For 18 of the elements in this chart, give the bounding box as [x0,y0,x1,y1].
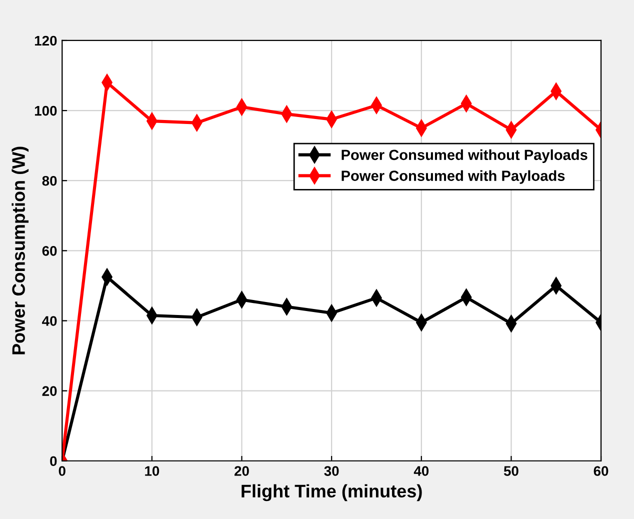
x-tick-label: 50 [504,466,518,476]
y-tick-label: 20 [42,386,57,396]
x-tick-label: 60 [594,466,608,476]
x-tick-label: 30 [324,466,339,476]
x-tick-label: 10 [145,466,160,476]
y-axis-title: Power Consumption (W) [12,146,29,354]
y-tick-label: 100 [34,106,57,116]
y-tick-label: 80 [42,176,57,186]
y-tick-label: 0 [50,456,57,466]
y-tick-label: 120 [34,36,57,46]
legend-label: Power Consumed with Payloads [342,170,565,184]
legend-label: Power Consumed without Payloads [342,149,588,163]
x-tick-label: 0 [58,466,66,476]
y-tick-label: 60 [42,246,57,256]
x-tick-label: 20 [234,466,249,476]
y-tick-label: 40 [42,316,57,326]
x-axis-title: Flight Time (minutes) [242,484,422,502]
x-tick-label: 40 [414,466,429,476]
